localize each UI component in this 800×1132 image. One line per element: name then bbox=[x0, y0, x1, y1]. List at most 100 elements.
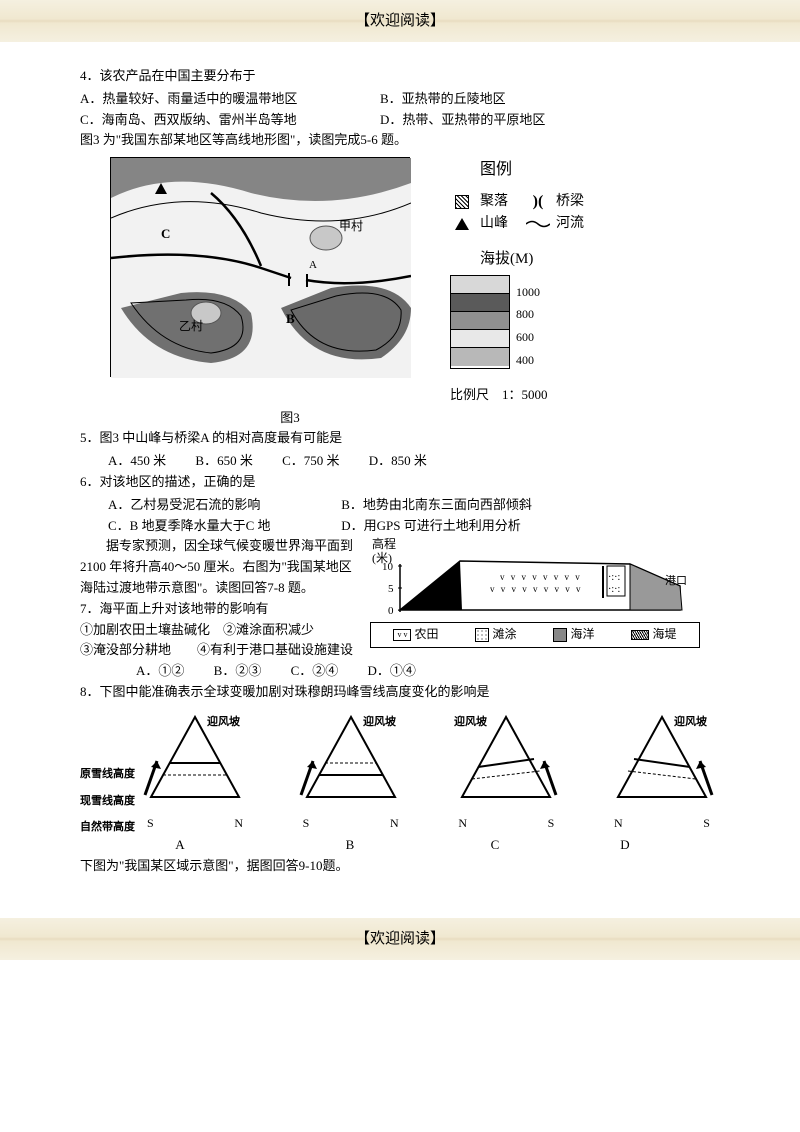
header-banner: 【欢迎阅读】 bbox=[0, 0, 800, 42]
svg-text:高程: 高程 bbox=[372, 536, 396, 551]
leg-farmland: v v农田 bbox=[393, 625, 438, 644]
legend-settlement: 聚落 bbox=[450, 191, 508, 213]
q5-optA: A．450 米 bbox=[108, 453, 166, 468]
svg-text:A: A bbox=[309, 259, 317, 271]
q6-stem: 6．对该地区的描述，正确的是 bbox=[80, 472, 720, 493]
elev-box-2 bbox=[451, 312, 509, 330]
elev-box-0 bbox=[451, 276, 509, 294]
legend-peak-label: 山峰 bbox=[480, 213, 508, 235]
svg-text:v v v v v v v v: v v v v v v v v bbox=[500, 572, 582, 582]
elevation-scale: 1000 800 600 400 bbox=[450, 275, 584, 369]
q7-optD: D．①④ bbox=[368, 663, 416, 678]
sea-figure: 高程 (米) 10 5 0 港口 v v v v v v v v bbox=[370, 536, 710, 647]
svg-text:迎风坡: 迎风坡 bbox=[207, 714, 241, 728]
q6-optB: B．地势由北南东三面向西部倾斜 bbox=[341, 497, 532, 512]
svg-text:10: 10 bbox=[382, 561, 394, 573]
q4-row1: A．热量较好、雨量适中的暖温带地区 B．亚热带的丘陵地区 bbox=[80, 89, 720, 110]
q78-intro: 据专家预测，因全球气候变暖世界海平面到2100 年将升高40～50 厘米。右图为… bbox=[80, 536, 360, 598]
tri-side-labels: 原雪线高度 现雪线高度 自然带高度 bbox=[80, 768, 135, 832]
figure3-row: 甲村 乙村 A B C 图例 聚落 山峰 bbox=[80, 157, 720, 405]
dike-icon bbox=[631, 630, 649, 640]
q8-stem: 8．下图中能准确表示全球变暖加剧对珠穆朗玛峰雪线高度变化的影响是 bbox=[80, 682, 720, 703]
triangle-D: 迎风坡 NS bbox=[604, 711, 720, 833]
fig3-intro: 图3 为"我国东部某地区等高线地形图"，读图完成5-6 题。 bbox=[80, 130, 720, 151]
q7-s1: ①加剧农田土壤盐碱化 ②滩涂面积减少 bbox=[80, 620, 360, 641]
leg-ocean: 海洋 bbox=[553, 625, 594, 644]
elevation-labels: 1000 800 600 400 bbox=[510, 275, 540, 369]
tri-lab3: 自然带高度 bbox=[80, 821, 135, 833]
sea-legend: v v农田 滩涂 海洋 海堤 bbox=[370, 622, 700, 647]
tri-label-D: D bbox=[570, 835, 680, 856]
q7-optB: B．②③ bbox=[214, 663, 262, 678]
svg-text:迎风坡: 迎风坡 bbox=[674, 714, 708, 728]
tri-lab2: 现雪线高度 bbox=[80, 795, 135, 807]
footer-banner: 【欢迎阅读】 bbox=[0, 918, 800, 960]
bridge-icon: )( bbox=[526, 189, 550, 215]
legend-river: 河流 bbox=[526, 213, 584, 235]
triangles-row: 原雪线高度 现雪线高度 自然带高度 迎风坡 SN bbox=[80, 711, 720, 833]
q78-row: 据专家预测，因全球气候变暖世界海平面到2100 年将升高40～50 厘米。右图为… bbox=[80, 536, 720, 661]
q4-stem: 4．该农产品在中国主要分布于 bbox=[80, 66, 720, 87]
page-content: 4．该农产品在中国主要分布于 A．热量较好、雨量适中的暖温带地区 B．亚热带的丘… bbox=[0, 66, 800, 876]
q4-optB: B．亚热带的丘陵地区 bbox=[380, 89, 506, 110]
svg-text:·:·:: ·:·: bbox=[608, 584, 620, 595]
q4-row2: C．海南岛、西双版纳、雷州半岛等地 D．热带、亚热带的平原地区 bbox=[80, 110, 720, 131]
legend-bridge-label: 桥梁 bbox=[556, 191, 584, 213]
legend-block: 图例 聚落 山峰 )( 桥梁 bbox=[450, 157, 584, 405]
settlement-icon bbox=[455, 195, 469, 209]
river-icon bbox=[526, 219, 550, 229]
q910-intro: 下图为"我国某区域示意图"，据图回答9-10题。 bbox=[80, 856, 720, 877]
tri-lab1: 原雪线高度 bbox=[80, 768, 135, 780]
map-svg: 甲村 乙村 A B C bbox=[111, 158, 411, 378]
q4-optD: D．热带、亚热带的平原地区 bbox=[380, 110, 545, 131]
q7-opts: A．①② B．②③ C．②④ D．①④ bbox=[80, 661, 720, 682]
elev-1000: 1000 bbox=[516, 283, 540, 301]
q6-optC: C．B 地夏季降水量大于C 地 bbox=[108, 516, 338, 537]
tri-A-sn: SN bbox=[137, 814, 253, 833]
top-spacer bbox=[0, 42, 800, 66]
elev-800: 800 bbox=[516, 305, 540, 323]
q6-optA: A．乙村易受泥石流的影响 bbox=[108, 495, 338, 516]
q7-optC: C．②④ bbox=[291, 663, 339, 678]
svg-text:迎风坡: 迎风坡 bbox=[454, 714, 488, 728]
q5-optD: D．850 米 bbox=[369, 453, 427, 468]
triangle-A: 迎风坡 SN bbox=[137, 711, 253, 833]
q6-row1: A．乙村易受泥石流的影响 B．地势由北南东三面向西部倾斜 bbox=[80, 495, 720, 516]
q5-optC: C．750 米 bbox=[282, 453, 339, 468]
legend-bridge: )( 桥梁 bbox=[526, 191, 584, 213]
legend-settlement-label: 聚落 bbox=[480, 191, 508, 213]
tri-label-A: A bbox=[80, 835, 280, 856]
svg-text:0: 0 bbox=[388, 605, 394, 617]
elev-box-4 bbox=[451, 348, 509, 366]
svg-text:乙村: 乙村 bbox=[179, 319, 203, 333]
farmland-icon: v v bbox=[393, 629, 411, 641]
legend-peak: 山峰 bbox=[450, 213, 508, 235]
q7-s2: ③淹没部分耕地 ④有利于港口基础设施建设 bbox=[80, 640, 360, 661]
q6-optD: D．用GPS 可进行土地利用分析 bbox=[341, 518, 521, 533]
leg-tidal: 滩涂 bbox=[475, 625, 516, 644]
fig3-caption: 图3 bbox=[110, 408, 470, 429]
scale-text: 比例尺 1：5000 bbox=[450, 385, 584, 406]
peak-icon bbox=[455, 218, 469, 230]
svg-text:港口: 港口 bbox=[665, 574, 687, 587]
sea-diagram: 高程 (米) 10 5 0 港口 v v v v v v v v bbox=[370, 536, 700, 622]
legend-river-label: 河流 bbox=[556, 213, 584, 235]
svg-text:·:·:: ·:·: bbox=[608, 572, 620, 583]
tri-C-sn: NS bbox=[448, 814, 564, 833]
bottom-spacer bbox=[0, 878, 800, 918]
elev-600: 600 bbox=[516, 328, 540, 346]
q78-textcol: 据专家预测，因全球气候变暖世界海平面到2100 年将升高40～50 厘米。右图为… bbox=[80, 536, 360, 661]
svg-text:B: B bbox=[286, 311, 295, 326]
q6-row2: C．B 地夏季降水量大于C 地 D．用GPS 可进行土地利用分析 bbox=[80, 516, 720, 537]
q4-optC: C．海南岛、西双版纳、雷州半岛等地 bbox=[80, 110, 380, 131]
q7-stem: 7．海平面上升对该地带的影响有 bbox=[80, 599, 360, 620]
svg-text:C: C bbox=[161, 226, 170, 241]
triangle-labels-row: A B C D bbox=[80, 835, 720, 856]
tri-B-sn: SN bbox=[293, 814, 409, 833]
tidal-icon bbox=[475, 628, 489, 642]
tri-D-sn: NS bbox=[604, 814, 720, 833]
q4-optA: A．热量较好、雨量适中的暖温带地区 bbox=[80, 89, 380, 110]
q5-stem: 5．图3 中山峰与桥梁A 的相对高度最有可能是 bbox=[80, 428, 720, 449]
svg-text:迎风坡: 迎风坡 bbox=[363, 714, 397, 728]
tri-label-C: C bbox=[420, 835, 570, 856]
